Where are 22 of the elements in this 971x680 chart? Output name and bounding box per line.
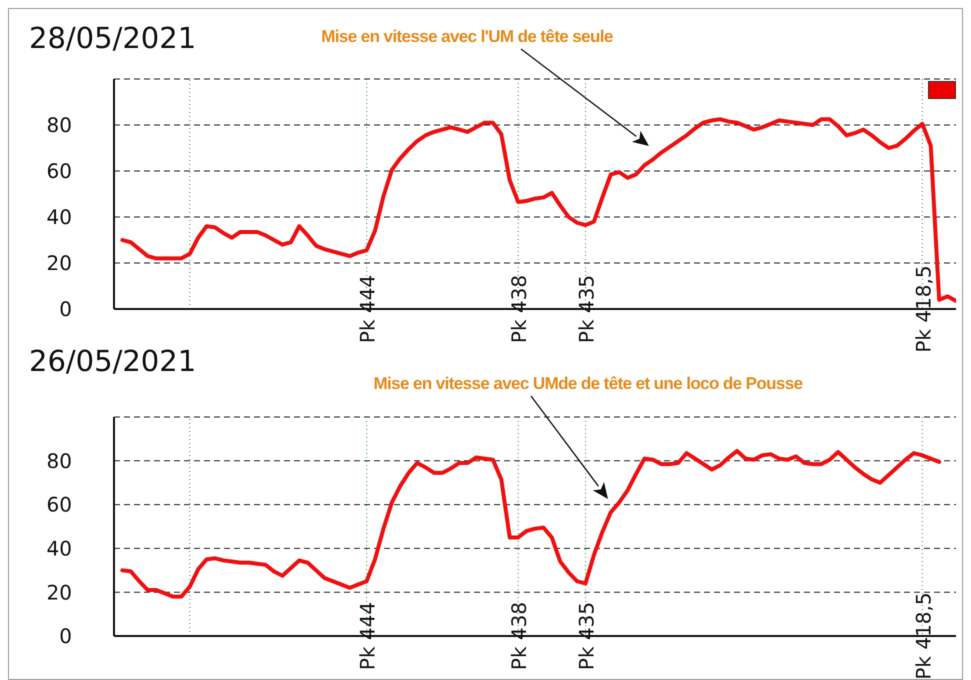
x-tick-label: Pk 438 bbox=[507, 274, 532, 344]
x-tick-label: Pk 444 bbox=[356, 602, 380, 670]
x-tick-label: Pk 418,5 bbox=[911, 592, 936, 680]
y-tick-label: 60 bbox=[46, 159, 72, 184]
x-tick-label: Pk 435 bbox=[574, 602, 599, 670]
chart-title: 26/05/2021 bbox=[29, 344, 196, 378]
y-tick-label: 0 bbox=[59, 624, 72, 648]
y-tick-label: 20 bbox=[46, 251, 72, 276]
y-tick-label: 40 bbox=[46, 205, 72, 230]
chart-title: 28/05/2021 bbox=[29, 21, 196, 55]
y-tick-label: 60 bbox=[46, 492, 72, 517]
y-tick-label: 20 bbox=[46, 580, 72, 604]
y-tick-label: 80 bbox=[46, 113, 72, 138]
x-tick-label: Pk 418,5 bbox=[911, 265, 936, 353]
y-tick-label: 40 bbox=[46, 536, 72, 560]
x-tick-label: Pk 444 bbox=[356, 274, 380, 344]
text: Mise en vitesse avec UMde de tête et une loco de Pousse bbox=[373, 374, 803, 394]
text: Mise en vitesse avec l'UM de tête seule bbox=[321, 27, 613, 47]
x-tick-label: Pk 435 bbox=[574, 274, 599, 344]
x-tick-label: Pk 438 bbox=[507, 602, 532, 670]
y-tick-label: 0 bbox=[59, 297, 72, 322]
y-tick-label: 80 bbox=[46, 448, 72, 473]
